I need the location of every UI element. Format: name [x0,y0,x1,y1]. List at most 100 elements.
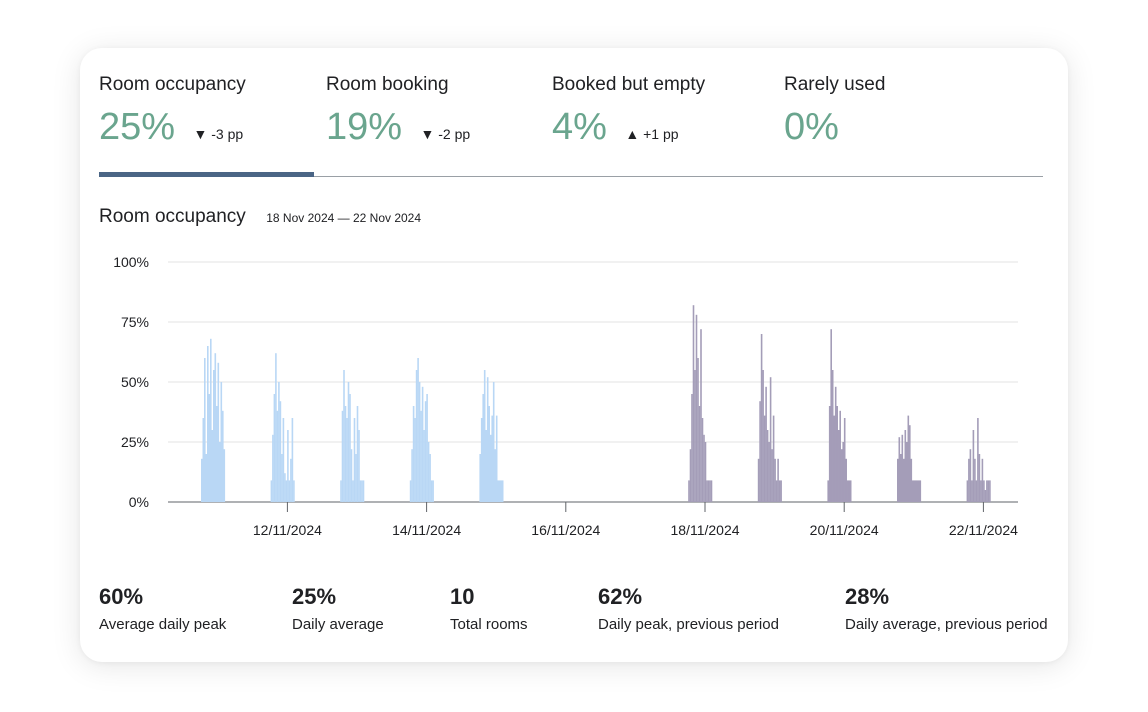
occupancy-bar [775,480,778,502]
occupancy-bar [759,401,761,502]
occupancy-bar [704,442,707,502]
occupancy-bar [834,386,837,502]
occupancy-chart: 0% 25% 50% 75% 100% 12/11/2024 14/11/2024 16/11… [113,254,1018,538]
occupancy-bar [975,480,978,502]
occupancy-bar [689,449,692,502]
y-tick-label: 100% [113,254,149,270]
occupancy-bar [349,394,351,502]
x-tick-label: 14/11/2024 [392,522,461,538]
occupancy-bar [281,454,283,502]
occupancy-bar [777,458,779,502]
occupancy-bar [284,473,286,502]
occupancy-bar [774,458,776,502]
occupancy-bar [356,406,359,502]
occupancy-bar [968,458,970,502]
tab-title: Rarely used [784,74,886,95]
occupancy-bar [978,454,981,502]
occupancy-bar [293,480,295,502]
occupancy-bar [347,382,350,502]
occupancy-bar [904,430,907,502]
tab-value: 0% [784,106,839,148]
occupancy-bar [412,406,415,502]
occupancy-bar [762,370,764,502]
occupancy-bar [350,449,353,502]
occupancy-bar [214,353,217,502]
occupancy-bar [778,480,781,502]
occupancy-bar [971,480,973,502]
occupancy-bar [830,329,832,502]
tab-delta: ▼ -3 pp [193,126,244,142]
stat-total-rooms: 10 Total rooms [450,584,528,633]
occupancy-bar [500,480,502,502]
occupancy-bar [420,410,422,502]
occupancy-bar [916,480,919,502]
stat-daily-average: 25% Daily average [292,584,384,633]
occupancy-bar [275,353,277,502]
occupancy-bar [989,480,991,502]
occupancy-bar [276,410,279,502]
occupancy-bar [694,370,696,502]
occupancy-bar [969,449,972,502]
occupancy-bar [213,370,215,502]
occupancy-card: Room occupancy 25% ▼ -3 pp Room booking … [80,48,1068,662]
occupancy-bar [358,430,360,502]
occupancy-bar [697,358,699,502]
occupancy-bar [698,406,701,502]
occupancy-bar [840,449,843,502]
occupancy-bar [986,480,988,502]
tab-delta: ▼ -2 pp [420,126,471,142]
x-tick-label: 12/11/2024 [253,522,322,538]
x-tick-label: 22/11/2024 [949,522,1018,538]
occupancy-bar [692,305,695,502]
x-tick-label: 20/11/2024 [810,522,879,538]
occupancy-bar [977,418,979,502]
occupancy-bar [483,370,486,502]
tab-room-occupancy[interactable]: Room occupancy 25% ▼ -3 pp [99,74,246,149]
stat-label: Daily average [292,616,384,633]
occupancy-bar [897,458,899,502]
occupancy-bar [290,458,292,502]
stat-value: 25% [292,584,337,609]
occupancy-bar [919,480,922,502]
occupancy-bar [768,442,770,502]
tab-value: 19% [326,106,403,148]
y-tick-label: 0% [129,494,149,510]
x-tick-label: 16/11/2024 [531,522,600,538]
y-tick-label: 50% [121,374,149,390]
chart-date-range: 18 Nov 2024 — 22 Nov 2024 [266,211,422,225]
occupancy-bar [353,418,356,502]
occupancy-bar [906,442,908,502]
occupancy-bar [426,394,428,502]
occupancy-bar [757,458,760,502]
occupancy-bar [222,410,224,502]
occupancy-bar [272,434,274,502]
occupancy-bar [482,394,484,502]
occupancy-bar [486,377,489,502]
occupancy-bar [837,430,840,502]
occupancy-bar [707,480,710,502]
occupancy-bar [980,480,982,502]
tab-title: Room occupancy [99,74,246,95]
occupancy-bar [489,434,492,502]
stat-label: Total rooms [450,616,528,633]
summary-stats: 60% Average daily peak 25% Daily average… [80,584,1068,654]
occupancy-bar [344,406,347,502]
occupancy-bar [771,449,773,502]
occupancy-bar [772,415,775,502]
occupancy-bar [836,406,838,502]
occupancy-bar [688,480,690,502]
occupancy-bar [763,415,766,502]
tab-room-booking[interactable]: Room booking 19% ▼ -2 pp [326,74,470,149]
occupancy-bar [204,358,206,502]
occupancy-bar [701,418,704,502]
chart-heading: Room occupancy 18 Nov 2024 — 22 Nov 2024 [99,206,421,228]
occupancy-bar [341,410,344,502]
occupancy-bar [766,430,769,502]
tab-rarely-used[interactable]: Rarely used 0% [784,74,885,149]
tab-booked-but-empty[interactable]: Booked but empty 4% ▲ +1 pp [552,74,705,149]
stat-daily-peak-previous: 62% Daily peak, previous period [598,584,779,633]
occupancy-bar [415,370,418,502]
occupancy-bar [987,480,990,502]
occupancy-bar [494,449,496,502]
occupancy-bar [417,358,419,502]
